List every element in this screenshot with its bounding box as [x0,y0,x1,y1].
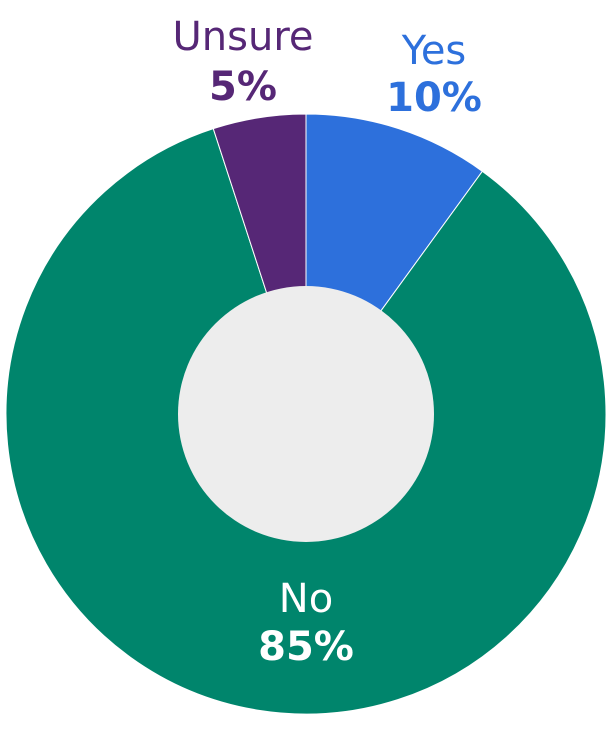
slice-value-no: 85% [258,624,354,670]
slice-label-unsure: Unsure [173,14,314,60]
slice-label-no: No [279,576,333,622]
slice-value-yes: 10% [386,75,482,121]
slice-label-yes: Yes [401,28,467,74]
donut-hole [178,286,434,542]
slice-value-unsure: 5% [209,64,277,110]
